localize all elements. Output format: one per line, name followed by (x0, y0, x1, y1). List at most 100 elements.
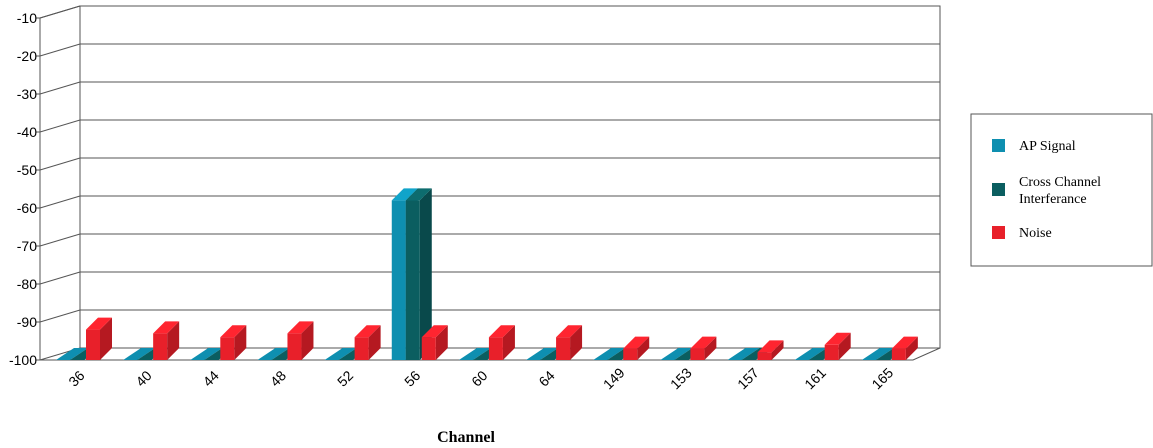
bar-noise-153-top (690, 336, 717, 349)
bar-noise-64-front (556, 337, 571, 360)
bar-noise-40-side (167, 321, 180, 360)
bar-ap-signal-60 (458, 348, 491, 360)
legend-label-1: AP Signal (1019, 139, 1076, 154)
bar-noise-36-top (86, 317, 112, 330)
legend: AP Signal Cross Channel Interferance Noise (970, 113, 1153, 267)
x-axis-title: Channel (437, 429, 495, 446)
x-tick-label: 56 (401, 367, 423, 389)
bar-noise-56 (421, 325, 448, 360)
x-tick-label: 161 (801, 364, 829, 392)
plot-area (39, 5, 941, 361)
bar-ap-signal-36 (56, 348, 88, 360)
bar-noise-149-side (637, 336, 650, 360)
gridline-side (39, 119, 81, 133)
gridline-side (39, 43, 81, 57)
gridline-side (39, 271, 81, 285)
x-tick-label: 52 (334, 367, 356, 389)
y-tick-label: -80 (17, 276, 37, 292)
bar-noise-165-top (891, 336, 918, 349)
x-tick-label: 44 (200, 367, 222, 389)
bar-ap-signal-36-top (56, 348, 88, 360)
y-tick-label: -50 (17, 162, 37, 178)
legend-swatch-1 (992, 139, 1005, 152)
bar-noise-40-front (153, 333, 168, 360)
bar-noise-52-top (354, 325, 381, 338)
bar-noise-149-top (623, 336, 650, 349)
x-tick-label: 149 (600, 364, 628, 392)
bar-ap-signal-64 (526, 348, 559, 360)
bar-noise-52-side (368, 325, 381, 360)
bar-cross-channel-interferance-56-front (405, 200, 420, 360)
bar-noise-36 (86, 317, 112, 360)
y-tick-label: -30 (17, 86, 37, 102)
x-tick-label: 153 (667, 364, 695, 392)
y-tick-label: -90 (17, 314, 37, 330)
x-tick-label: 48 (267, 367, 289, 389)
bar-noise-48-top (287, 321, 314, 334)
x-tick-label: 165 (868, 364, 896, 392)
bar-ap-signal-40 (123, 348, 156, 360)
bar-noise-48-side (301, 321, 314, 360)
bar-noise-48-front (287, 333, 302, 360)
x-tick-label: 40 (132, 367, 154, 389)
bar-noise-161-top (824, 332, 851, 345)
bar-noise-60-top (488, 325, 515, 338)
bar-ap-signal-56-top (391, 188, 418, 201)
bar-noise-44-top (220, 325, 247, 338)
bar-noise-157-side (771, 340, 784, 360)
bar-noise-165 (891, 336, 918, 360)
y-tick-label: -100 (9, 352, 37, 368)
bar-noise-157-front (757, 352, 772, 360)
bar-noise-64-side (570, 325, 583, 360)
bar-ap-signal-165 (861, 348, 894, 360)
y-tick-label: -40 (17, 124, 37, 140)
back-wall (79, 5, 941, 349)
y-tick-label: -20 (17, 48, 37, 64)
bar-noise-44-front (220, 337, 235, 360)
bar-ap-signal-40-top (123, 348, 156, 360)
x-tick-label: 157 (734, 364, 762, 392)
bar-ap-signal-157-top (727, 348, 760, 360)
bar-ap-signal-153-top (660, 348, 693, 360)
x-axis: 36 40 44 48 52 56 60 64 149 153 157 161 165 (65, 364, 896, 392)
bar-ap-signal-52 (324, 348, 357, 360)
bar-noise-149-front (623, 348, 638, 360)
bar-noise-60-front (488, 337, 503, 360)
gridline-side (39, 81, 81, 95)
bar-noise-36-side (100, 317, 112, 360)
bar-noise-52 (354, 325, 381, 360)
y-tick-label: -70 (17, 238, 37, 254)
bar-noise-44 (220, 325, 247, 360)
bar-noise-64-top (556, 325, 583, 338)
bar-ap-signal-60-top (458, 348, 491, 360)
x-tick-label: 60 (468, 367, 490, 389)
legend-swatch-3 (992, 226, 1005, 239)
bar-ap-signal-56-front (391, 200, 406, 360)
bar-cross-channel-interferance-56-side (419, 188, 432, 360)
legend-label-3: Noise (1019, 226, 1052, 241)
bar-ap-signal-165-top (861, 348, 894, 360)
bar-noise-48 (287, 321, 314, 360)
bar-ap-signal-149 (593, 348, 626, 360)
x-tick-label: 64 (535, 367, 557, 389)
y-axis: -10 -20 -30 -40 -50 -60 -70 -80 -90 -100 (9, 10, 40, 368)
bar-noise-157-top (757, 340, 784, 353)
bar-ap-signal-161 (794, 348, 827, 360)
gridline-side (39, 5, 81, 19)
bar-noise-157 (757, 340, 784, 360)
y-tick-label: -10 (17, 10, 37, 26)
bar-ap-signal-48 (257, 348, 290, 360)
bar-noise-56-top (421, 325, 448, 338)
bar-ap-signal-149-top (593, 348, 626, 360)
bar-noise-44-side (234, 325, 247, 360)
bar-ap-signal-153 (660, 348, 693, 360)
bar-noise-56-front (421, 337, 436, 360)
bar-noise-161 (824, 332, 851, 360)
legend-label-2: Cross Channel Interferance (1019, 175, 1101, 207)
x-tick-label: 36 (65, 367, 87, 389)
bar-noise-40-top (153, 321, 180, 334)
gridline-side (39, 233, 81, 247)
bar-cross-channel-interferance-56-top (405, 188, 432, 201)
bar-noise-64 (556, 325, 583, 360)
